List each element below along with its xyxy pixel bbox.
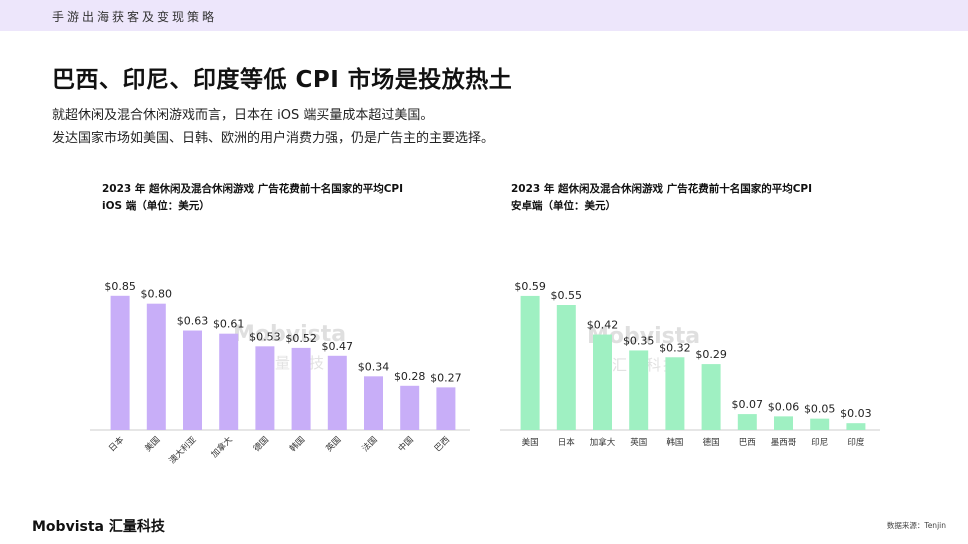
ios-category-label-2: 澳大利亚 xyxy=(167,434,199,466)
android-bar-2 xyxy=(593,334,612,430)
ios-category-label-8: 中国 xyxy=(396,434,416,454)
android-value-label-0: $0.59 xyxy=(514,280,546,293)
android-category-label-9: 印度 xyxy=(847,437,865,448)
ios-bar-5 xyxy=(291,347,311,430)
android-bar-3 xyxy=(629,350,649,430)
header-bar: 手游出海获客及变现策略 xyxy=(0,0,968,31)
android-value-label-6: $0.07 xyxy=(732,398,764,411)
ios-bar-3 xyxy=(219,333,239,430)
android-value-label-7: $0.06 xyxy=(768,400,800,413)
ios-value-label-5: $0.52 xyxy=(285,332,317,345)
android-bar-4 xyxy=(665,357,685,430)
android-cpi-bar-chart: $0.59 美国 $0.55 日本 $0.42 加拿大 $0.35 英国 $0.32 韩国 $0.2… xyxy=(500,280,880,448)
ios-value-label-9: $0.27 xyxy=(430,371,462,384)
ios-category-label-0: 日本 xyxy=(106,434,126,454)
ios-chart-title-line2: iOS 端（单位：美元） xyxy=(102,200,210,212)
ios-bar-8 xyxy=(400,385,420,430)
header-text: 手游出海获客及变现策略 xyxy=(52,10,218,24)
android-bar-6 xyxy=(737,414,757,430)
android-value-label-3: $0.35 xyxy=(623,334,655,347)
ios-bar-6 xyxy=(327,355,347,430)
android-category-label-7: 墨西哥 xyxy=(771,438,797,448)
ios-value-label-7: $0.34 xyxy=(358,360,390,373)
ios-category-label-1: 美国 xyxy=(143,434,163,454)
mobvista-logo: Mobvista 汇量科技 xyxy=(32,519,165,535)
android-value-label-5: $0.29 xyxy=(695,348,727,361)
android-category-label-6: 巴西 xyxy=(739,438,756,448)
ios-value-label-6: $0.47 xyxy=(322,340,354,353)
ios-chart-title: 2023 年 超休闲及混合休闲游戏 广告花费前十名国家的平均CPI iOS 端（… xyxy=(102,181,403,215)
page-title: 巴西、印尼、印度等低 CPI 市场是投放热土 xyxy=(52,67,513,93)
ios-bar-2 xyxy=(183,330,202,430)
ios-value-label-2: $0.63 xyxy=(177,315,209,328)
android-bar-0 xyxy=(520,295,540,430)
android-value-label-4: $0.32 xyxy=(659,341,691,354)
subtitle-line-2: 发达国家市场如美国、日韩、欧洲的用户消费力强，仍是广告主的主要选择。 xyxy=(52,131,495,146)
ios-category-label-4: 德国 xyxy=(251,434,271,454)
android-category-label-2: 加拿大 xyxy=(590,437,616,448)
android-category-label-3: 英国 xyxy=(630,437,647,448)
android-value-label-2: $0.42 xyxy=(587,319,619,332)
ios-category-label-6: 英国 xyxy=(324,434,344,454)
android-chart-title-line2: 安卓端（单位：美元） xyxy=(511,200,616,212)
android-bar-8 xyxy=(810,418,830,430)
android-value-label-9: $0.03 xyxy=(840,407,872,420)
ios-value-label-4: $0.53 xyxy=(249,330,281,343)
data-source: 数据来源：Tenjin xyxy=(886,521,946,530)
android-chart-title-line1: 2023 年 超休闲及混合休闲游戏 广告花费前十名国家的平均CPI xyxy=(511,183,812,195)
ios-bar-1 xyxy=(146,303,166,430)
android-category-label-0: 美国 xyxy=(522,437,539,448)
ios-bar-7 xyxy=(364,376,383,430)
ios-value-label-8: $0.28 xyxy=(394,370,426,383)
android-bar-9 xyxy=(846,423,866,430)
android-category-label-4: 韩国 xyxy=(666,437,683,448)
android-bar-1 xyxy=(556,305,576,430)
ios-value-label-3: $0.61 xyxy=(213,318,245,331)
android-category-label-5: 德国 xyxy=(703,437,720,448)
android-bar-7 xyxy=(774,416,793,430)
ios-bar-0 xyxy=(110,295,130,430)
watermark-brand-left: Mobvista xyxy=(233,322,347,347)
ios-category-label-9: 巴西 xyxy=(433,435,452,454)
ios-value-label-1: $0.80 xyxy=(141,288,173,301)
subtitle-line-1: 就超休闲及混合休闲游戏而言，日本在 iOS 端买量成本超过美国。 xyxy=(52,108,434,123)
ios-bar-9 xyxy=(436,387,456,430)
ios-value-label-0: $0.85 xyxy=(104,280,136,293)
ios-category-label-7: 法国 xyxy=(360,434,380,454)
ios-cpi-bar-chart: $0.85 日本 $0.80 美国 $0.63 澳大利亚 $0.61 加拿大 $0.53 德国 $0… xyxy=(90,280,470,466)
android-category-label-8: 印尼 xyxy=(811,437,828,448)
android-value-label-8: $0.05 xyxy=(804,403,836,416)
ios-category-label-5: 韩国 xyxy=(287,434,307,454)
ios-chart-title-line1: 2023 年 超休闲及混合休闲游戏 广告花费前十名国家的平均CPI xyxy=(102,183,403,195)
android-bar-5 xyxy=(701,364,721,430)
ios-bar-4 xyxy=(255,346,275,430)
ios-category-label-3: 加拿大 xyxy=(209,434,235,460)
android-value-label-1: $0.55 xyxy=(551,289,583,302)
android-category-label-1: 日本 xyxy=(558,437,576,448)
android-chart-title: 2023 年 超休闲及混合休闲游戏 广告花费前十名国家的平均CPI 安卓端（单位… xyxy=(511,181,812,215)
